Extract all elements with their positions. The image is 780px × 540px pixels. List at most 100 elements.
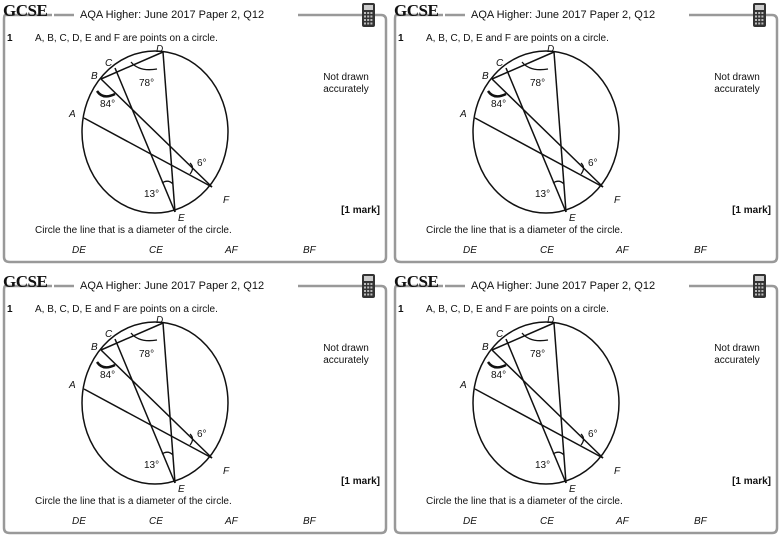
calculator-key (758, 290, 761, 292)
answer-option[interactable]: CE (149, 516, 163, 527)
answer-option[interactable]: CE (540, 516, 554, 527)
answer-option[interactable]: AF (616, 245, 629, 256)
calculator-key (758, 283, 761, 285)
answer-option[interactable]: CE (540, 245, 554, 256)
calculator-key (364, 293, 366, 296)
calculator-key (364, 283, 366, 285)
angle-arc (161, 451, 174, 456)
point-label: C (105, 329, 113, 340)
angle-label: 13° (535, 189, 551, 200)
calculator-key (755, 283, 757, 285)
angle-arc (189, 162, 194, 175)
calculator-key (367, 293, 370, 296)
angle-label: 6° (588, 158, 598, 169)
angle-arc (95, 90, 116, 98)
circle (472, 50, 620, 214)
answer-option[interactable]: BF (694, 245, 707, 256)
calculator-key (755, 22, 757, 25)
answer-option[interactable]: BF (694, 516, 707, 527)
instruction: Circle the line that is a diameter of th… (35, 225, 232, 236)
card-graphics (393, 274, 779, 535)
header-title: AQA Higher: June 2017 Paper 2, Q12 (471, 280, 656, 292)
angle-label: 6° (588, 429, 598, 440)
calculator-key (370, 283, 373, 285)
card-border (2, 284, 388, 535)
answer-option[interactable]: AF (225, 245, 238, 256)
point-label: D (547, 315, 555, 326)
calculator-key (758, 12, 761, 14)
calculator-key (758, 19, 761, 21)
point-label: B (482, 71, 489, 82)
angle-arc (130, 332, 158, 342)
point-label: C (496, 58, 504, 69)
point-label: B (91, 342, 98, 353)
answer-option[interactable]: CE (149, 245, 163, 256)
chord (100, 78, 213, 188)
answer-option[interactable]: AF (225, 516, 238, 527)
marks: [1 mark] (341, 476, 380, 487)
calculator-key (370, 15, 373, 18)
point-label: E (178, 484, 185, 495)
question-text: A, B, C, D, E and F are points on a circ… (426, 33, 609, 44)
calculator-key (755, 290, 757, 292)
point-label: A (69, 380, 76, 391)
chord (505, 67, 567, 213)
angle-label: 13° (535, 460, 551, 471)
calculator-key (758, 15, 761, 18)
answer-option[interactable]: DE (463, 245, 477, 256)
chord (83, 388, 213, 459)
answer-option[interactable]: DE (72, 516, 86, 527)
card-border (393, 13, 779, 264)
chord (491, 51, 555, 80)
question-card: GCSE AQA Higher: June 2017 Paper 2, Q12 1 A… (391, 271, 780, 540)
point-label: F (614, 195, 621, 206)
header-title: AQA Higher: June 2017 Paper 2, Q12 (80, 9, 265, 21)
chord (100, 322, 164, 351)
angle-arc (486, 361, 507, 369)
calculator-key (364, 19, 366, 21)
chord (83, 117, 213, 188)
calculator-key (370, 290, 373, 292)
logo: GCSE (3, 272, 48, 291)
answer-option[interactable]: DE (72, 245, 86, 256)
angle-label: 84° (491, 99, 507, 110)
logo: GCSE (394, 1, 439, 20)
calculator-key (758, 286, 761, 289)
calculator-key (755, 12, 757, 14)
angle-label: 78° (139, 349, 155, 360)
calculator-key (364, 15, 366, 18)
angle-arc (552, 451, 565, 456)
calculator-key (367, 290, 370, 292)
answer-option[interactable]: DE (463, 516, 477, 527)
point-label: D (547, 44, 555, 55)
chord (162, 322, 176, 484)
calculator-key (761, 286, 764, 289)
answer-option[interactable]: BF (303, 245, 316, 256)
calculator-key (364, 12, 366, 14)
calculator-key (761, 15, 764, 18)
question-card: GCSE AQA Higher: June 2017 Paper 2, Q12 1 A… (391, 0, 780, 270)
chord (491, 349, 604, 459)
question-text: A, B, C, D, E and F are points on a circ… (35, 304, 218, 315)
answer-option[interactable]: BF (303, 516, 316, 527)
question-text: A, B, C, D, E and F are points on a circ… (426, 304, 609, 315)
card-border (393, 284, 779, 535)
marks: [1 mark] (341, 205, 380, 216)
point-label: E (178, 213, 185, 224)
calculator-key (367, 19, 370, 21)
angle-label: 13° (144, 189, 160, 200)
angle-arc (552, 180, 565, 185)
answer-option[interactable]: AF (616, 516, 629, 527)
calculator-key (370, 22, 373, 25)
angle-label: 78° (530, 78, 546, 89)
logo: GCSE (394, 272, 439, 291)
angle-label: 84° (100, 370, 116, 381)
point-label: A (460, 109, 467, 120)
angle-label: 84° (491, 370, 507, 381)
point-label: F (223, 195, 230, 206)
calculator-key (761, 19, 764, 21)
calculator-key (755, 286, 757, 289)
point-label: B (482, 342, 489, 353)
angle-arc (95, 361, 116, 369)
